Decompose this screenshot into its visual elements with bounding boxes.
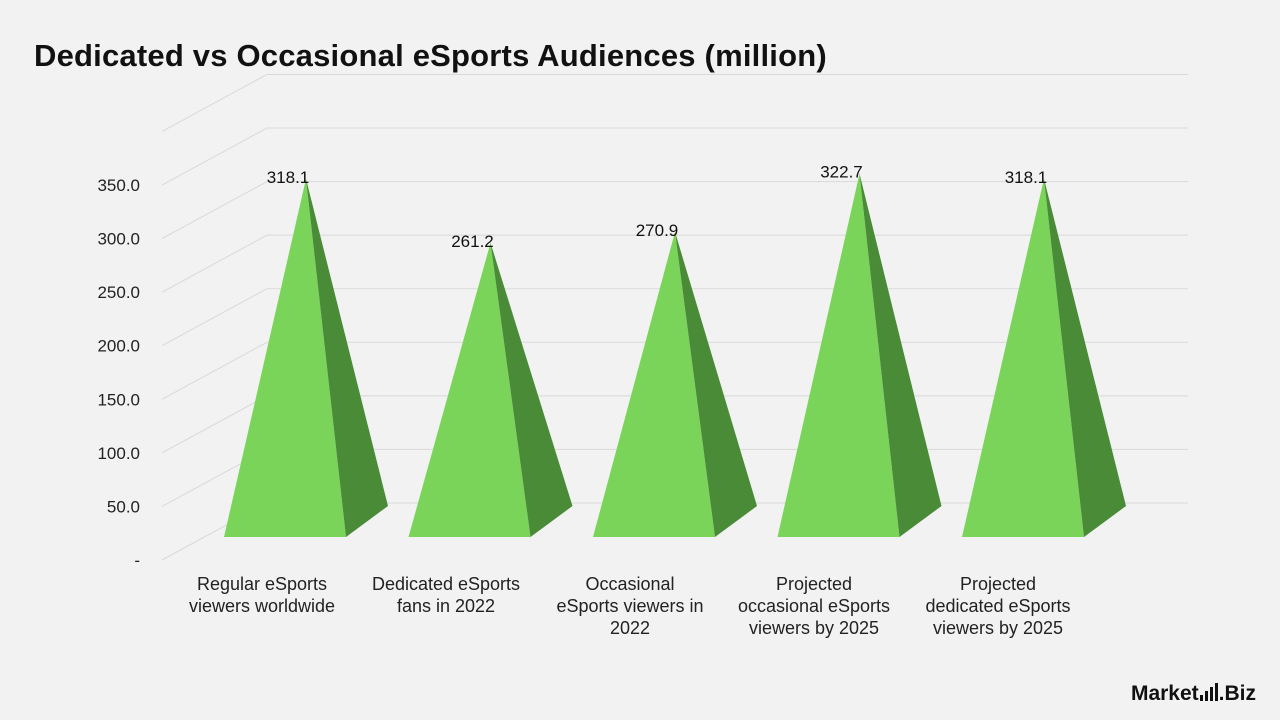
data-label: 318.1 — [267, 168, 310, 187]
x-category-line: viewers by 2025 — [748, 618, 880, 638]
pyramid-front-face — [593, 231, 715, 537]
pyramid-side-face — [306, 178, 388, 537]
pyramid-side-face — [675, 231, 757, 537]
y-tick-label: 250.0 — [97, 283, 140, 302]
marketbiz-logo: Market . Biz — [1131, 682, 1256, 706]
gridline-diagonal — [161, 395, 268, 454]
y-tick-label: 50.0 — [107, 497, 140, 516]
x-category-line: Projected — [959, 574, 1037, 594]
pyramid-front-face — [224, 178, 346, 537]
chart-title: Dedicated vs Occasional eSports Audience… — [34, 38, 827, 73]
y-tick-label: 200.0 — [97, 337, 140, 356]
gridline-diagonal — [161, 341, 268, 400]
y-tick-label: 350.0 — [97, 176, 140, 195]
data-label: 270.9 — [636, 221, 679, 240]
gridline-diagonal — [161, 288, 268, 347]
x-category-line: Dedicated eSports — [371, 574, 521, 594]
y-tick-label: - — [134, 551, 140, 570]
pyramid-side-face — [859, 173, 942, 537]
x-category-line: viewers worldwide — [188, 596, 336, 616]
gridline-diagonal — [161, 181, 268, 240]
x-category-line: 2022 — [609, 618, 651, 638]
gridline-diagonal — [161, 74, 268, 132]
logo-text-market: Market — [1130, 682, 1199, 705]
x-category-line: Regular eSports — [196, 574, 328, 594]
logo-text-biz: Biz — [1224, 682, 1257, 705]
x-category-line: Projected — [775, 574, 853, 594]
x-category-line: dedicated eSports — [925, 596, 1071, 616]
gridline-diagonal — [161, 234, 268, 293]
pyramid-side-face — [490, 242, 573, 537]
y-tick-label: 300.0 — [97, 230, 140, 249]
x-category-line: viewers by 2025 — [932, 618, 1064, 638]
signal-bars-icon — [1199, 683, 1218, 701]
x-category-label: Regular eSports viewers worldwide — [172, 573, 352, 617]
x-category-line: Occasional — [585, 574, 675, 594]
pyramid-front-face — [962, 178, 1084, 537]
x-category-label: Dedicated eSports fans in 2022 — [356, 573, 536, 617]
x-category-line: occasional eSports — [737, 596, 891, 616]
y-tick-label: 150.0 — [97, 390, 140, 409]
y-tick-label: 100.0 — [97, 444, 140, 463]
x-category-line: eSports viewers in — [556, 596, 704, 616]
data-label: 322.7 — [820, 163, 863, 182]
data-label: 261.2 — [451, 232, 494, 251]
x-category-line: fans in 2022 — [396, 596, 496, 616]
logo-text-dot: . — [1218, 682, 1225, 705]
data-label: 318.1 — [1005, 168, 1048, 187]
x-category-label: Projected occasional eSports viewers by 20… — [724, 573, 904, 639]
pyramid-front-face — [408, 242, 531, 537]
gridline-diagonal — [161, 127, 268, 186]
x-category-label: Projected dedicated eSports viewers by 202… — [908, 573, 1088, 639]
pyramid-front-face — [777, 173, 900, 537]
x-category-label: Occasional eSports viewers in 2022 — [540, 573, 720, 639]
pyramid-side-face — [1044, 178, 1126, 537]
